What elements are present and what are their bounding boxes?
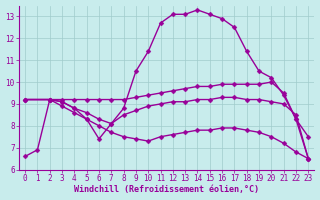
X-axis label: Windchill (Refroidissement éolien,°C): Windchill (Refroidissement éolien,°C) — [74, 185, 259, 194]
